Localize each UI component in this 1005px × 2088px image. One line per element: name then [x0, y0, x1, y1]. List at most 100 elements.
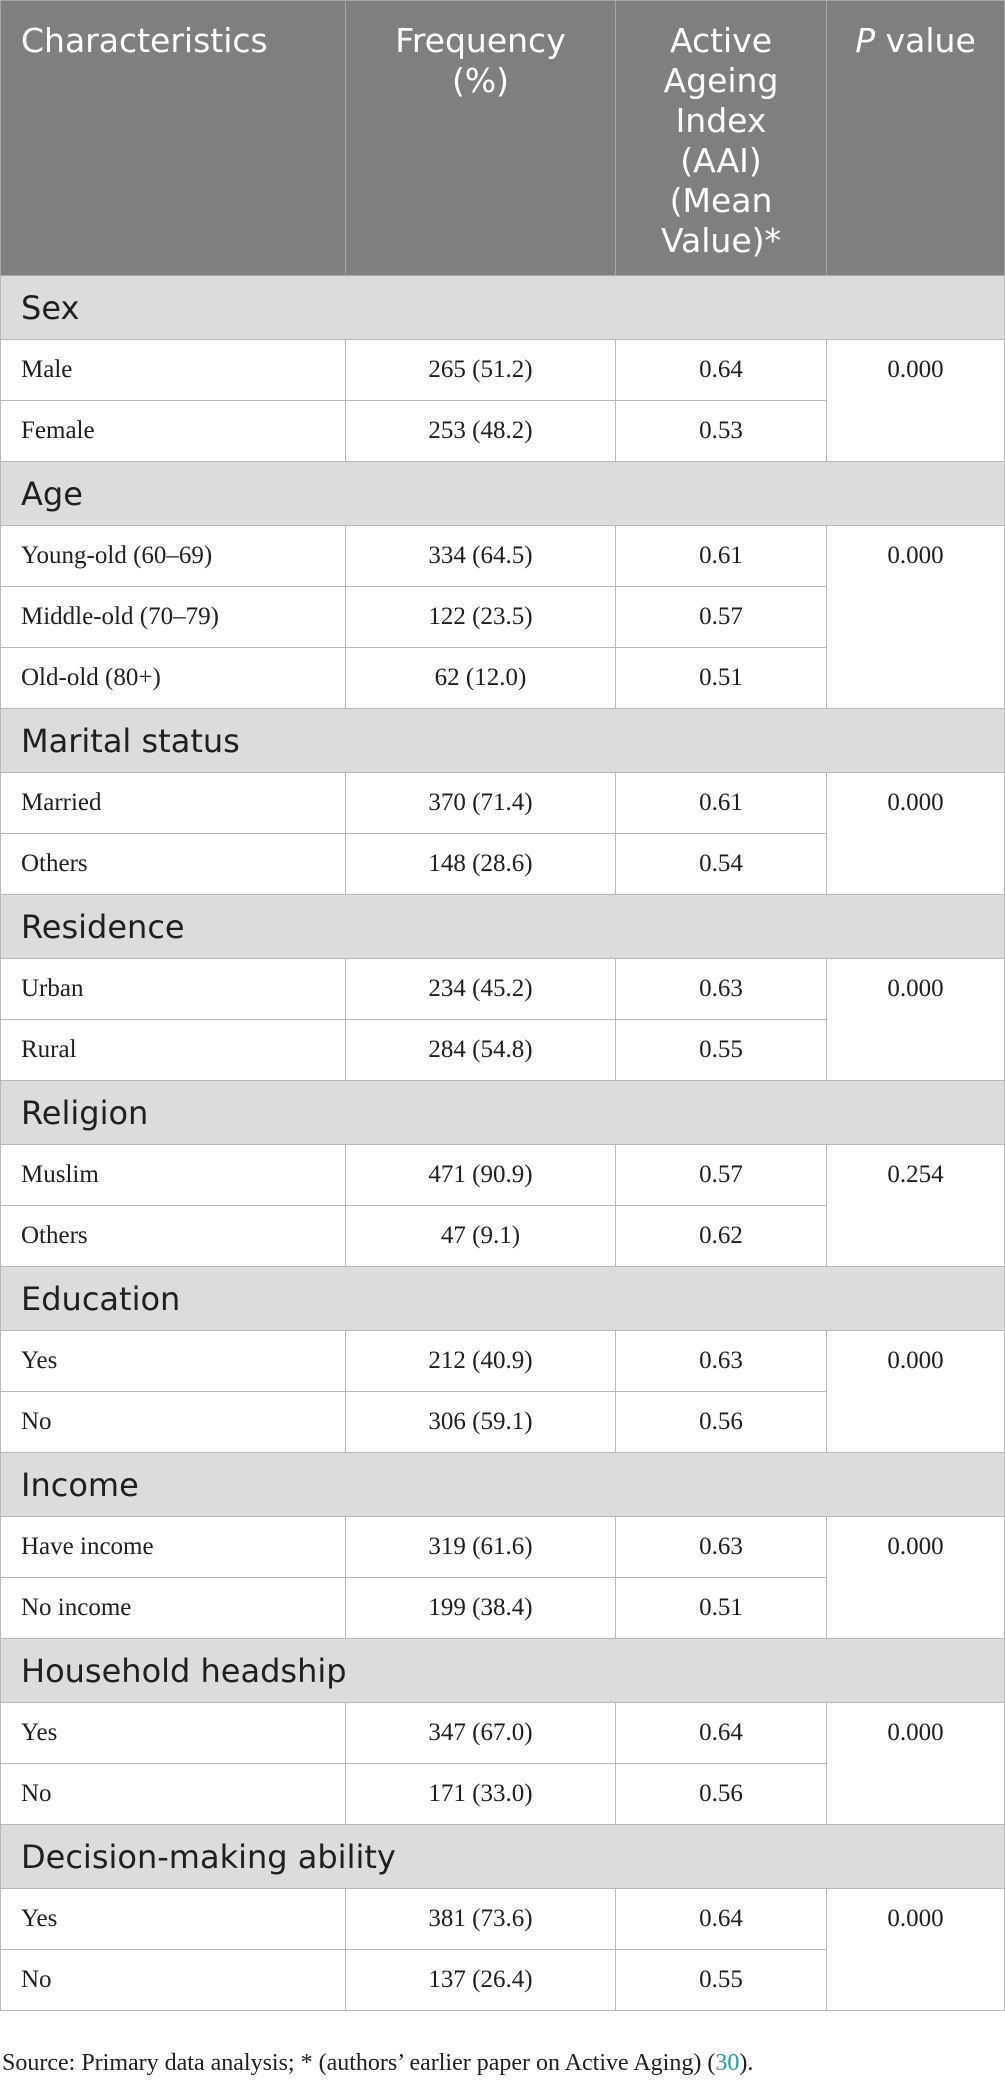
header-aai-line2: Ageing: [663, 61, 779, 100]
table-row: Male 265 (51.2) 0.64 0.000: [0, 339, 1005, 462]
table-body: Sex Male 265 (51.2) 0.64 0.000 Female 253 (48.…: [0, 275, 1005, 2011]
row-label: Female: [0, 400, 346, 462]
group-title: Residence: [0, 894, 1005, 959]
aai-cell: 0.63: [615, 1330, 827, 1392]
aai-cell: 0.54: [615, 833, 827, 895]
p-value-cell: 0.000: [826, 1330, 1005, 1453]
aai-cell: 0.51: [615, 1577, 827, 1639]
header-p-value: P value: [826, 0, 1005, 276]
table-row: Yes 347 (67.0) 0.64 0.000: [0, 1702, 1005, 1825]
frequency-cell: 347 (67.0): [345, 1702, 616, 1764]
group-title: Household headship: [0, 1638, 1005, 1703]
aai-cell: 0.62: [615, 1205, 827, 1267]
table-row: Married 370 (71.4) 0.61 0.000: [0, 772, 1005, 895]
table-row: Yes 381 (73.6) 0.64 0.000: [0, 1888, 1005, 2011]
aai-cell: 0.53: [615, 400, 827, 462]
footnote-text: Source: Primary data analysis; * (author…: [2, 2050, 716, 2076]
aai-cell: 0.64: [615, 1888, 827, 1950]
group-row: Residence: [0, 894, 1005, 959]
p-value-cell: 0.000: [826, 1888, 1005, 2011]
aai-cell: 0.61: [615, 525, 827, 587]
p-value-cell: 0.000: [826, 958, 1005, 1081]
table-row: Urban 234 (45.2) 0.63 0.000: [0, 958, 1005, 1081]
row-label: Others: [0, 833, 346, 895]
table-row: Have income 319 (61.6) 0.63 0.000: [0, 1516, 1005, 1639]
frequency-cell: 212 (40.9): [345, 1330, 616, 1392]
table-row: Female 253 (48.2) 0.53: [0, 400, 1005, 462]
source-footnote: Source: Primary data analysis; * (author…: [2, 2050, 753, 2077]
frequency-cell: 62 (12.0): [345, 647, 616, 709]
row-label: No: [0, 1391, 346, 1453]
aai-cell: 0.61: [615, 772, 827, 834]
group-title: Education: [0, 1266, 1005, 1331]
header-p-value-rest: value: [875, 21, 976, 60]
reference-link[interactable]: 30: [715, 2050, 740, 2076]
header-frequency: Frequency (%): [345, 0, 616, 276]
table-row: No 171 (33.0) 0.56: [0, 1763, 1005, 1825]
frequency-cell: 265 (51.2): [345, 339, 616, 401]
group-title: Decision-making ability: [0, 1824, 1005, 1889]
table-row: No 137 (26.4) 0.55: [0, 1949, 1005, 2011]
header-frequency-line2: (%): [451, 61, 510, 100]
frequency-cell: 334 (64.5): [345, 525, 616, 587]
table-row: Muslim 471 (90.9) 0.57 0.254: [0, 1144, 1005, 1267]
table-row: Yes 212 (40.9) 0.63 0.000: [0, 1330, 1005, 1453]
row-label: Yes: [0, 1330, 346, 1392]
row-label: Male: [0, 339, 346, 401]
group-title: Marital status: [0, 708, 1005, 773]
frequency-cell: 370 (71.4): [345, 772, 616, 834]
row-label: No: [0, 1949, 346, 2011]
footnote-text-end: ).: [739, 2050, 754, 2076]
row-label: Muslim: [0, 1144, 346, 1206]
table-row: Others 47 (9.1) 0.62: [0, 1205, 1005, 1267]
row-label: Others: [0, 1205, 346, 1267]
group-title: Age: [0, 461, 1005, 526]
frequency-cell: 47 (9.1): [345, 1205, 616, 1267]
p-value-cell: 0.254: [826, 1144, 1005, 1267]
group-row: Sex: [0, 275, 1005, 340]
group-row: Religion: [0, 1080, 1005, 1145]
row-label: Yes: [0, 1702, 346, 1764]
group-title: Sex: [0, 275, 1005, 340]
p-value-cell: 0.000: [826, 1702, 1005, 1825]
frequency-cell: 122 (23.5): [345, 586, 616, 648]
row-label: Rural: [0, 1019, 346, 1081]
row-label: No: [0, 1763, 346, 1825]
p-value-cell: 0.000: [826, 339, 1005, 462]
characteristics-table: Characteristics Frequency (%) Active Agein…: [0, 0, 1005, 2011]
row-label: Have income: [0, 1516, 346, 1578]
row-label: Married: [0, 772, 346, 834]
group-row: Decision-making ability: [0, 1824, 1005, 1889]
frequency-cell: 137 (26.4): [345, 1949, 616, 2011]
row-label: Middle-old (70–79): [0, 586, 346, 648]
row-label: Old-old (80+): [0, 647, 346, 709]
header-aai-line3: Index: [675, 101, 767, 140]
header-aai-line4: (AAI): [680, 141, 762, 180]
aai-cell: 0.55: [615, 1019, 827, 1081]
frequency-cell: 234 (45.2): [345, 958, 616, 1020]
frequency-cell: 199 (38.4): [345, 1577, 616, 1639]
header-characteristics-text: Characteristics: [21, 21, 268, 60]
header-aai: Active Ageing Index (AAI) (Mean Value)*: [615, 0, 827, 276]
frequency-cell: 471 (90.9): [345, 1144, 616, 1206]
aai-cell: 0.51: [615, 647, 827, 709]
aai-cell: 0.64: [615, 1702, 827, 1764]
table-row: Young-old (60–69) 334 (64.5) 0.61 0.000: [0, 525, 1005, 709]
p-value-cell: 0.000: [826, 1516, 1005, 1639]
aai-cell: 0.56: [615, 1391, 827, 1453]
frequency-cell: 381 (73.6): [345, 1888, 616, 1950]
aai-cell: 0.56: [615, 1763, 827, 1825]
frequency-cell: 148 (28.6): [345, 833, 616, 895]
table-row: Middle-old (70–79) 122 (23.5) 0.57: [0, 586, 1005, 648]
row-label: Yes: [0, 1888, 346, 1950]
header-frequency-line1: Frequency: [395, 21, 566, 60]
table-row: Others 148 (28.6) 0.54: [0, 833, 1005, 895]
group-row: Household headship: [0, 1638, 1005, 1703]
group-row: Age: [0, 461, 1005, 526]
group-row: Education: [0, 1266, 1005, 1331]
header-aai-line1: Active: [669, 21, 773, 60]
frequency-cell: 306 (59.1): [345, 1391, 616, 1453]
frequency-cell: 171 (33.0): [345, 1763, 616, 1825]
table-header: Characteristics Frequency (%) Active Agein…: [0, 0, 1005, 276]
group-title: Religion: [0, 1080, 1005, 1145]
